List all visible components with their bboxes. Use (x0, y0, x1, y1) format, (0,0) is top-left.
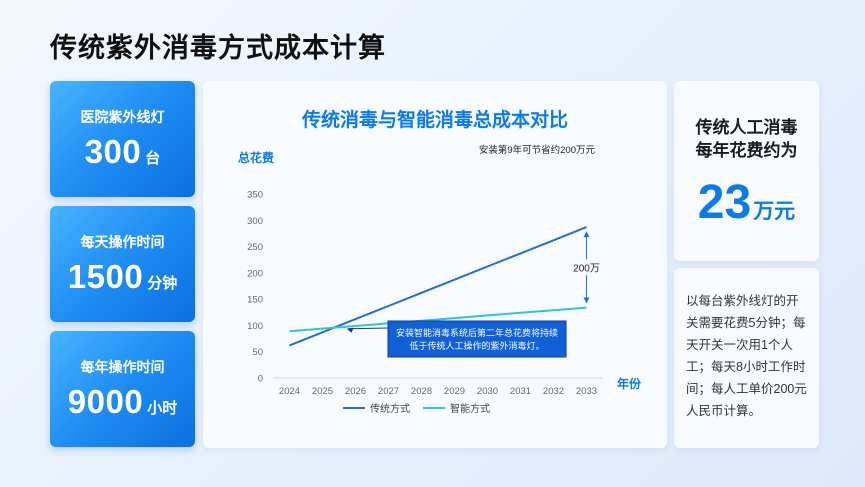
callout-arrowhead (346, 327, 354, 333)
x-tick-label: 2033 (576, 386, 597, 397)
y-tick-label: 50 (252, 347, 263, 358)
stat-value: 1500 (67, 258, 144, 295)
series-line-traditional (289, 226, 587, 347)
chart-title: 传统消毒与智能消毒总成本对比 (301, 108, 568, 131)
stat-card-daily-time: 每天操作时间 1500 分钟 (50, 206, 195, 322)
x-tick-label: 2025 (312, 386, 333, 397)
series-line-smart (289, 306, 587, 333)
summary-amount: 23 (697, 176, 752, 229)
callout-box (387, 320, 567, 358)
callout-pointer (348, 327, 389, 330)
summary-amount-unit: 万元 (753, 200, 796, 223)
y-tick-label: 250 (247, 242, 263, 253)
x-tick-label: 2027 (378, 386, 399, 397)
y-tick-label: 350 (247, 190, 263, 201)
stat-card-yearly-time: 每年操作时间 9000 小时 (50, 331, 195, 447)
difference-arrow-up (583, 231, 590, 238)
stat-unit: 小时 (147, 400, 178, 417)
stat-value: 300 (84, 133, 142, 170)
y-axis-label: 总花费 (238, 150, 274, 165)
y-tick-label: 300 (247, 216, 263, 227)
callout-text-line2: 低于传统人工操作的紫外消毒灯。 (409, 340, 544, 351)
legend-label: 传统方式 (370, 402, 410, 415)
y-tick-label: 0 (258, 374, 263, 385)
line-chart: 传统消毒与智能消毒总成本对比 安装第9年可节省约200万元 总花费 年份 0 50… (238, 108, 642, 415)
summary-heading-line1: 传统人工消毒 (695, 118, 798, 137)
y-tick-label: 150 (247, 295, 263, 306)
x-tick-label: 2028 (411, 386, 432, 397)
stat-card-lamps: 医院紫外线灯 300 台 (50, 81, 195, 197)
x-tick-label: 2029 (444, 386, 465, 397)
calculation-note: 以每台紫外线灯的开关需要花费5分钟；每天开关一次用1个人工；每天8小时工作时间；… (686, 294, 807, 418)
x-tick-label: 2030 (477, 386, 498, 397)
stat-unit: 台 (145, 150, 161, 167)
difference-label: 200万 (573, 263, 600, 274)
stat-label: 每天操作时间 (80, 234, 165, 250)
note-card: 以每台紫外线灯的开关需要花费5分钟；每天开关一次用1个人工；每天8小时工作时间；… (674, 268, 819, 448)
summary-card: 传统人工消毒 每年花费约为 23 万元 (674, 81, 819, 261)
callout-text-line1: 安装智能消毒系统后第二年总花费将持续 (396, 327, 558, 338)
x-tick-label: 2031 (510, 386, 531, 397)
y-tick-label: 100 (247, 321, 263, 332)
y-tick-label: 200 (247, 268, 263, 279)
chart-subtitle: 安装第9年可节省约200万元 (479, 144, 596, 156)
chart-panel: 传统消毒与智能消毒总成本对比 安装第9年可节省约200万元 总花费 年份 0 50… (203, 81, 667, 448)
page-title: 传统紫外消毒方式成本计算 (50, 33, 386, 63)
difference-arrow-down (583, 297, 590, 304)
stat-unit: 分钟 (147, 275, 178, 292)
x-tick-label: 2032 (543, 386, 564, 397)
legend-label: 智能方式 (450, 402, 490, 415)
stat-value: 9000 (67, 383, 144, 420)
stat-label: 每年操作时间 (80, 359, 165, 375)
stat-label: 医院紫外线灯 (80, 109, 165, 125)
difference-label-bg (566, 259, 607, 276)
x-axis-label: 年份 (617, 376, 642, 391)
summary-heading-line2: 每年花费约为 (695, 141, 798, 160)
x-tick-label: 2026 (345, 386, 366, 397)
x-tick-label: 2024 (279, 386, 300, 397)
